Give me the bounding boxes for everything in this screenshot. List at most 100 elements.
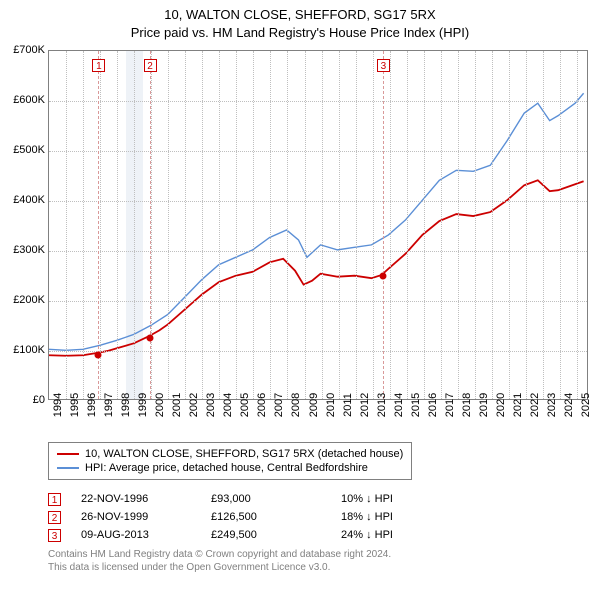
event-number-box: 3 (48, 529, 61, 542)
x-tick-label: 1998 (120, 393, 132, 417)
x-tick-label: 1996 (86, 393, 98, 417)
y-tick-label: £100K (13, 344, 45, 356)
x-tick-label: 2020 (495, 393, 507, 417)
x-gridline (151, 51, 152, 399)
x-gridline (66, 51, 67, 399)
x-tick-label: 2023 (546, 393, 558, 417)
x-gridline (202, 51, 203, 399)
x-gridline (543, 51, 544, 399)
footer-attribution: Contains HM Land Registry data © Crown c… (48, 548, 391, 574)
event-date: 09-AUG-2013 (81, 529, 211, 541)
legend-label: HPI: Average price, detached house, Cent… (85, 462, 368, 474)
series-line-property (49, 180, 584, 355)
x-tick-label: 2006 (256, 393, 268, 417)
x-tick-label: 1999 (137, 393, 149, 417)
x-tick-label: 2021 (512, 393, 524, 417)
x-gridline (390, 51, 391, 399)
x-tick-label: 2008 (290, 393, 302, 417)
x-tick-label: 2010 (325, 393, 337, 417)
event-price: £93,000 (211, 493, 341, 505)
x-gridline (356, 51, 357, 399)
y-tick-label: £200K (13, 294, 45, 306)
event-marker-box: 1 (92, 59, 105, 72)
y-tick-label: £400K (13, 194, 45, 206)
y-tick-label: £700K (13, 44, 45, 56)
event-number-box: 1 (48, 493, 61, 506)
x-tick-label: 2012 (359, 393, 371, 417)
x-gridline (407, 51, 408, 399)
chart-container: 10, WALTON CLOSE, SHEFFORD, SG17 5RX Pri… (0, 0, 600, 590)
x-tick-label: 2011 (342, 393, 354, 417)
plot-area: 1 2 3 (48, 50, 588, 400)
y-gridline (49, 351, 587, 352)
legend-item-hpi: HPI: Average price, detached house, Cent… (57, 461, 403, 475)
event-number-box: 2 (48, 511, 61, 524)
event-row: 122-NOV-1996£93,00010% ↓ HPI (48, 490, 471, 508)
x-gridline (475, 51, 476, 399)
x-tick-label: 2019 (478, 393, 490, 417)
x-gridline (424, 51, 425, 399)
event-delta: 24% ↓ HPI (341, 529, 471, 541)
x-gridline (441, 51, 442, 399)
title-line-1: 10, WALTON CLOSE, SHEFFORD, SG17 5RX (0, 6, 600, 24)
event-marker-box: 2 (144, 59, 157, 72)
x-gridline (253, 51, 254, 399)
y-gridline (49, 251, 587, 252)
x-gridline (117, 51, 118, 399)
x-gridline (322, 51, 323, 399)
x-tick-label: 2013 (376, 393, 388, 417)
y-tick-label: £500K (13, 144, 45, 156)
legend-label: 10, WALTON CLOSE, SHEFFORD, SG17 5RX (de… (85, 448, 403, 460)
series-point-property (95, 351, 102, 358)
chart-title: 10, WALTON CLOSE, SHEFFORD, SG17 5RX Pri… (0, 0, 600, 41)
event-date: 26-NOV-1999 (81, 511, 211, 523)
x-tick-label: 2005 (239, 393, 251, 417)
y-gridline (49, 201, 587, 202)
x-tick-label: 2015 (410, 393, 422, 417)
event-delta: 10% ↓ HPI (341, 493, 471, 505)
x-tick-label: 1997 (103, 393, 115, 417)
x-tick-label: 2014 (393, 393, 405, 417)
x-gridline (83, 51, 84, 399)
x-gridline (100, 51, 101, 399)
x-tick-label: 2009 (308, 393, 320, 417)
x-tick-label: 2000 (154, 393, 166, 417)
event-row: 2 26-NOV-1999£126,50018% ↓ HPI (48, 508, 471, 526)
events-table: 122-NOV-1996£93,00010% ↓ HPI226-NOV-1999… (48, 490, 471, 544)
legend-item-property: 10, WALTON CLOSE, SHEFFORD, SG17 5RX (de… (57, 447, 403, 461)
title-line-2: Price paid vs. HM Land Registry's House … (0, 24, 600, 42)
line-layer (49, 51, 587, 399)
series-point-property (146, 334, 153, 341)
x-tick-label: 2002 (188, 393, 200, 417)
legend: 10, WALTON CLOSE, SHEFFORD, SG17 5RX (de… (48, 442, 412, 480)
footer-line-1: Contains HM Land Registry data © Crown c… (48, 548, 391, 561)
x-gridline (560, 51, 561, 399)
x-gridline (458, 51, 459, 399)
x-tick-label: 1994 (52, 393, 64, 417)
x-gridline (339, 51, 340, 399)
x-tick-label: 2025 (580, 393, 592, 417)
y-tick-label: £300K (13, 244, 45, 256)
x-tick-label: 2018 (461, 393, 473, 417)
x-gridline (270, 51, 271, 399)
event-price: £249,500 (211, 529, 341, 541)
footer-line-2: This data is licensed under the Open Gov… (48, 561, 391, 574)
event-marker-box: 3 (377, 59, 390, 72)
event-marker-line (98, 51, 99, 399)
x-gridline (185, 51, 186, 399)
x-tick-label: 2007 (273, 393, 285, 417)
y-gridline (49, 301, 587, 302)
event-delta: 18% ↓ HPI (341, 511, 471, 523)
x-gridline (219, 51, 220, 399)
y-tick-label: £600K (13, 94, 45, 106)
x-tick-label: 2024 (563, 393, 575, 417)
x-gridline (577, 51, 578, 399)
x-gridline (168, 51, 169, 399)
legend-swatch (57, 467, 79, 469)
event-marker-line (383, 51, 384, 399)
event-price: £126,500 (211, 511, 341, 523)
x-gridline (509, 51, 510, 399)
x-tick-label: 2004 (222, 393, 234, 417)
series-line-hpi (49, 93, 584, 350)
y-gridline (49, 151, 587, 152)
